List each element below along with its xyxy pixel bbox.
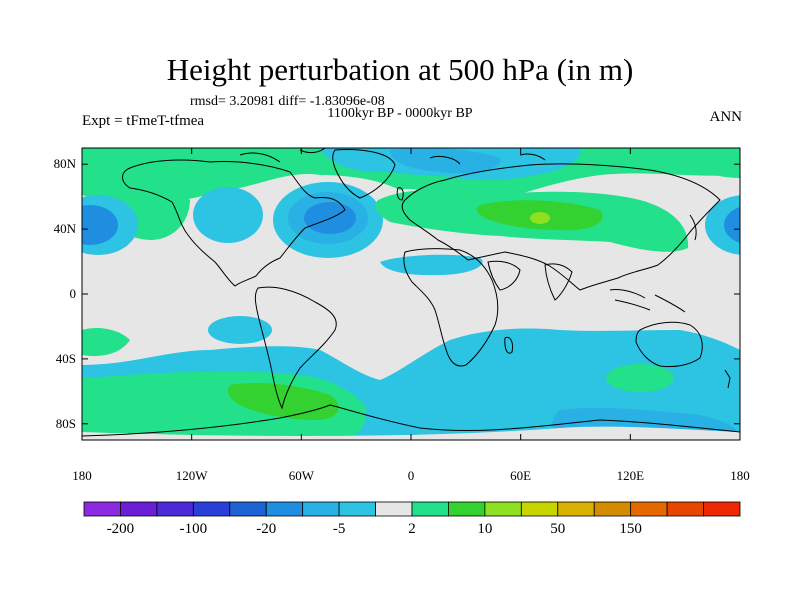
colorbar-label: 10 bbox=[477, 521, 493, 537]
coastline-africa bbox=[403, 248, 499, 367]
anomaly-region-nepacific-green bbox=[690, 148, 740, 178]
coastline-uk bbox=[396, 187, 404, 201]
colorbar-label: -100 bbox=[179, 521, 208, 537]
coastline-japan bbox=[689, 214, 697, 241]
colorbar-swatch bbox=[448, 501, 486, 517]
colorbar-swatch bbox=[593, 501, 632, 517]
colorbar-swatch bbox=[229, 501, 267, 517]
coastline-arabia bbox=[487, 260, 521, 291]
chart-title: Height perturbation at 500 hPa (in m) bbox=[166, 52, 634, 87]
lat-label: 80S bbox=[55, 415, 76, 431]
coastline-south-america bbox=[254, 286, 337, 410]
colorbar-swatch bbox=[192, 501, 231, 517]
coastline-se-asia bbox=[609, 289, 686, 313]
coastline-antarctica bbox=[82, 404, 740, 437]
colorbar-swatch bbox=[557, 501, 595, 517]
colorbar-label: -200 bbox=[106, 521, 135, 537]
anomaly-region-antarctic-grey bbox=[82, 426, 740, 440]
lon-label: 120E bbox=[616, 468, 645, 483]
anomaly-region-spacific-blue bbox=[208, 316, 272, 344]
colorbar-label: -20 bbox=[256, 521, 277, 537]
lat-label: 40S bbox=[55, 350, 76, 366]
lon-label: 0 bbox=[407, 468, 415, 483]
colorbar-label: -5 bbox=[332, 521, 346, 537]
anomaly-region-npacific-blue-west-core bbox=[82, 205, 118, 245]
coastline-arctic-islands bbox=[239, 148, 546, 165]
coastline-new-zealand bbox=[724, 369, 731, 389]
lat-label: 40N bbox=[53, 221, 76, 237]
colorbar-swatch bbox=[375, 501, 413, 517]
colorbar-swatch bbox=[520, 501, 559, 517]
colorbar-swatch bbox=[666, 501, 704, 517]
time-period-label: 1100kyr BP - 0000kyr BP bbox=[327, 106, 473, 121]
colorbar-label: 150 bbox=[619, 521, 642, 537]
colorbar-label: 2 bbox=[408, 521, 416, 537]
lon-label: 180 bbox=[730, 468, 750, 483]
coastline-north-america bbox=[122, 159, 346, 287]
coastline-india bbox=[544, 263, 573, 301]
rmsd-stats: rmsd= 3.20981 diff= -1.83096e-08 bbox=[190, 94, 385, 109]
colorbar-swatch bbox=[703, 501, 741, 517]
colorbar-swatch bbox=[83, 501, 121, 517]
height-field bbox=[82, 148, 740, 440]
colorbar-swatch bbox=[156, 501, 194, 517]
coastline-madagascar bbox=[504, 336, 513, 354]
lat-label: 0 bbox=[69, 286, 77, 301]
lon-label: 120W bbox=[175, 468, 208, 483]
anomaly-region-spacific-green-west bbox=[82, 328, 130, 357]
anomaly-region-arctic-blue-core bbox=[390, 148, 501, 174]
lon-label: 180 bbox=[72, 468, 92, 483]
axis-ticks bbox=[81, 148, 741, 440]
coastline-australia bbox=[635, 321, 703, 368]
coastline-eurasia bbox=[401, 163, 721, 291]
season-label: ANN bbox=[709, 109, 743, 125]
coastline-greenland bbox=[332, 149, 396, 199]
experiment-label: Expt = tFmeT-tfmea bbox=[82, 113, 205, 129]
lon-label: 60E bbox=[510, 468, 532, 483]
colorbar-swatch bbox=[630, 501, 668, 517]
lat-label: 80N bbox=[53, 156, 76, 172]
colorbar-swatch bbox=[411, 501, 449, 517]
colorbar-swatch bbox=[302, 501, 340, 517]
anomaly-region-npacific-blue-east-core bbox=[724, 206, 740, 244]
anomaly-region-eurasia-peak bbox=[530, 212, 550, 224]
colorbar-swatch bbox=[338, 501, 376, 517]
colorbar-swatch bbox=[120, 501, 158, 517]
colorbar-swatch bbox=[484, 501, 522, 517]
colorbar bbox=[83, 501, 741, 517]
colorbar-label: 50 bbox=[550, 521, 566, 537]
anomaly-region-namerica-blue bbox=[193, 187, 263, 243]
anomaly-region-sindian-green bbox=[606, 364, 674, 392]
coastlines bbox=[82, 148, 740, 437]
lon-label: 60W bbox=[288, 468, 314, 483]
colorbar-swatch bbox=[265, 501, 304, 517]
anomaly-region-npacific-blue-east bbox=[705, 195, 740, 255]
